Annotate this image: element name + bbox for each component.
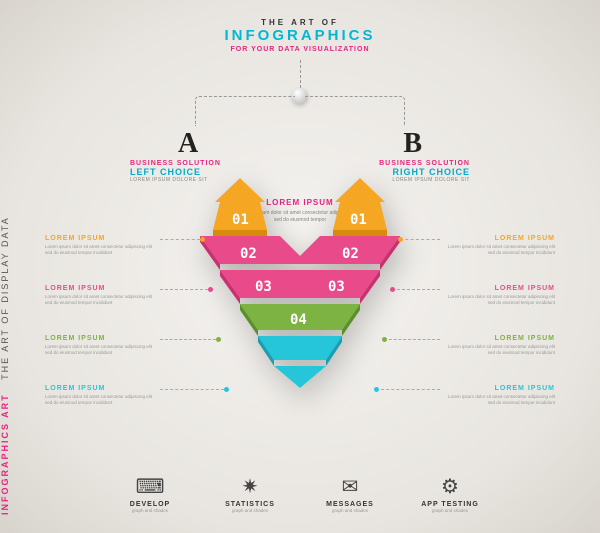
choice-a-t1: BUSINESS SOLUTION [130,160,250,167]
leader-line [392,289,440,290]
leader-line [160,289,208,290]
footer-sub: graph and shades [417,508,483,513]
num-left-02: 02 [240,246,257,262]
footer-sub: graph and shades [317,508,383,513]
side-tag: the art of display data [0,216,10,380]
chevron-02 [220,270,380,304]
develop-icon: ⌨ [117,474,183,498]
leader-line [376,389,440,390]
leader-line [160,239,200,240]
footer-item-app-testing: ⚙ APP TESTINGgraph and shades [417,474,483,513]
annotation-body: Lorem ipsum dolor sit amet consectetur a… [45,344,160,357]
footer-item-statistics: ✷ STATISTICSgraph and shades [217,474,283,513]
annotation-heading: LOREM IPSUM [440,285,555,292]
num-right-01: 01 [350,212,367,228]
leader-dot [398,237,403,242]
leader-line [400,239,440,240]
num-right-02: 02 [342,246,359,262]
annotation-body: Lorem ipsum dolor sit amet consectetur a… [440,244,555,257]
annotation-body: Lorem ipsum dolor sit amet consectetur a… [440,344,555,357]
annotation-body: Lorem ipsum dolor sit amet consectetur a… [440,394,555,407]
footer-icons: ⌨DEVELOPgraph and shades✷STATISTICSgraph… [117,474,483,513]
num-left-01: 01 [232,212,249,228]
annotation-body: Lorem ipsum dolor sit amet consectetur a… [45,294,160,307]
leader-line [160,389,224,390]
footer-label: APP TESTING [417,501,483,508]
annotation-heading: LOREM IPSUM [45,385,160,392]
leader-dot [374,387,379,392]
annotation-heading: LOREM IPSUM [45,285,160,292]
footer-item-messages: ✉ MESSAGESgraph and shades [317,474,383,513]
app testing-icon: ⚙ [417,474,483,498]
header: THE ART OF INFOGRAPHICS FOR YOUR DATA VI… [0,18,600,53]
choice-a-letter: A [178,128,250,160]
choice-a-t2: LEFT CHOICE [130,167,250,177]
choice-b: B BUSINESS SOLUTION RIGHT CHOICE LOREM I… [350,128,470,183]
annotation-heading: LOREM IPSUM [440,385,555,392]
leader-line [384,339,440,340]
side-brand: INFOGRAPHICS ART [0,393,10,515]
annotation-right-4: LOREM IPSUM Lorem ipsum dolor sit amet co… [440,385,555,407]
annotation-left-4: LOREM IPSUM Lorem ipsum dolor sit amet co… [45,385,160,407]
connector-left [195,96,295,126]
leader-dot [200,237,205,242]
annotation-heading: LOREM IPSUM [440,235,555,242]
leader-dot [216,337,221,342]
footer-label: STATISTICS [217,501,283,508]
choice-b-t1: BUSINESS SOLUTION [350,160,470,167]
choice-b-letter: B [350,128,422,160]
header-line3: FOR YOUR DATA VISUALIZATION [0,46,600,53]
choice-a: A BUSINESS SOLUTION LEFT CHOICE LOREM IP… [130,128,250,183]
footer-label: MESSAGES [317,501,383,508]
chevron-01 [200,236,400,270]
leader-dot [382,337,387,342]
connector-vertical [300,60,301,88]
footer-item-develop: ⌨ DEVELOPgraph and shades [117,474,183,513]
footer-sub: graph and shades [217,508,283,513]
leader-dot [224,387,229,392]
num-left-03: 03 [255,279,272,295]
footer-sub: graph and shades [117,508,183,513]
annotation-heading: LOREM IPSUM [45,235,160,242]
annotation-left-3: LOREM IPSUM Lorem ipsum dolor sit amet co… [45,335,160,357]
annotation-right-3: LOREM IPSUM Lorem ipsum dolor sit amet co… [440,335,555,357]
num-04: 04 [290,312,307,328]
leader-line [160,339,216,340]
header-line2: INFOGRAPHICS [0,27,600,44]
annotation-heading: LOREM IPSUM [440,335,555,342]
leader-dot [390,287,395,292]
messages-icon: ✉ [317,474,383,498]
leader-dot [208,287,213,292]
choice-b-t2: RIGHT CHOICE [350,167,470,177]
annotation-left-2: LOREM IPSUM Lorem ipsum dolor sit amet co… [45,285,160,307]
annotation-left-1: LOREM IPSUM Lorem ipsum dolor sit amet co… [45,235,160,257]
header-line1: THE ART OF [0,18,600,27]
footer-label: DEVELOP [117,501,183,508]
side-label: INFOGRAPHICS ART the art of display data [0,216,10,515]
connector-right [305,96,405,126]
annotation-body: Lorem ipsum dolor sit amet consectetur a… [45,244,160,257]
annotation-right-2: LOREM IPSUM Lorem ipsum dolor sit amet co… [440,285,555,307]
annotation-body: Lorem ipsum dolor sit amet consectetur a… [440,294,555,307]
statistics-icon: ✷ [217,474,283,498]
annotation-body: Lorem ipsum dolor sit amet consectetur a… [45,394,160,407]
num-right-03: 03 [328,279,345,295]
annotation-heading: LOREM IPSUM [45,335,160,342]
chevron-04 [258,336,342,388]
annotation-right-1: LOREM IPSUM Lorem ipsum dolor sit amet co… [440,235,555,257]
